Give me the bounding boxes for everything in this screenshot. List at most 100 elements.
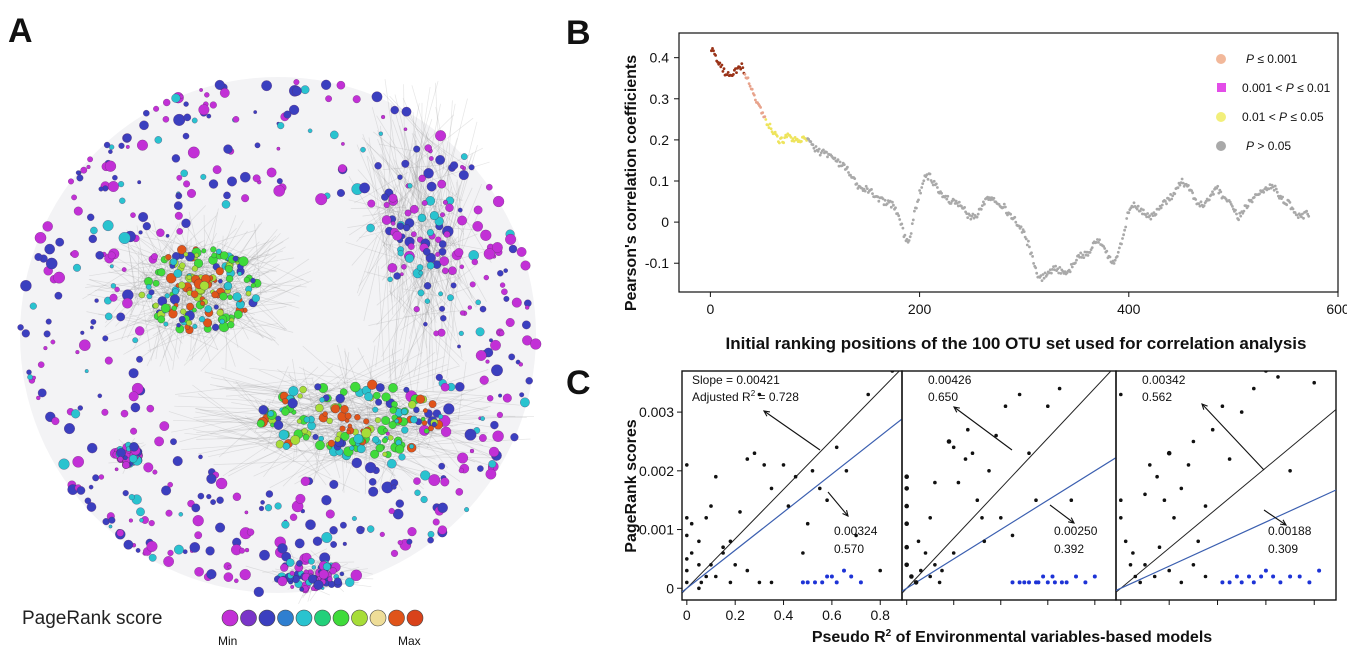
c-point-black <box>987 469 991 473</box>
network-node <box>181 218 191 228</box>
network-node <box>215 248 222 255</box>
network-node <box>440 426 452 437</box>
network-node <box>167 549 174 556</box>
network-node <box>256 419 265 428</box>
network-edge <box>111 254 194 303</box>
network-node <box>435 155 445 165</box>
c-point-blue <box>1251 580 1256 585</box>
network-node <box>315 193 328 206</box>
network-edge <box>384 387 492 397</box>
network-node <box>393 272 401 280</box>
network-edge <box>181 438 325 451</box>
b-point <box>1168 198 1171 202</box>
c-point-black <box>1203 574 1208 579</box>
c-point-black <box>1057 386 1062 391</box>
network-node <box>371 91 383 103</box>
network-node <box>423 248 431 256</box>
network-edge <box>258 443 360 493</box>
b-point <box>791 137 795 141</box>
b-legend-swatch <box>1216 141 1226 151</box>
network-node <box>204 92 210 98</box>
network-node <box>275 440 285 449</box>
b-point <box>1250 200 1254 204</box>
network-node <box>327 439 336 447</box>
b-point <box>982 200 985 204</box>
c-annotation-arrowhead <box>842 510 849 517</box>
network-edge <box>293 449 295 462</box>
network-edge <box>218 242 309 283</box>
b-point <box>813 149 817 153</box>
network-node <box>491 364 503 377</box>
network-node <box>123 133 132 142</box>
b-point <box>928 172 932 176</box>
legend-min-label: Min <box>218 634 237 648</box>
network-edge <box>426 422 436 449</box>
network-node <box>112 174 118 181</box>
network-node <box>518 362 523 367</box>
b-point <box>1132 201 1136 205</box>
network-node <box>139 517 144 523</box>
c-point-black <box>904 544 909 550</box>
network-edge <box>331 427 479 459</box>
network-node <box>51 417 60 426</box>
c-point-black <box>1128 563 1133 567</box>
c-point-blue <box>1239 580 1244 585</box>
network-node <box>428 156 434 161</box>
network-edge <box>129 313 166 330</box>
network-node <box>288 386 299 397</box>
network-node <box>216 309 224 317</box>
b-point <box>888 199 892 203</box>
b-point <box>965 212 969 216</box>
network-node <box>118 142 125 149</box>
network-node <box>213 304 219 310</box>
network-edge <box>389 95 440 151</box>
network-node <box>36 395 41 401</box>
network-edge <box>350 382 484 447</box>
network-node <box>395 444 405 454</box>
c-point-black <box>1119 392 1123 397</box>
c-point-blue <box>1220 580 1225 585</box>
network-edge <box>162 289 189 358</box>
network-node <box>522 320 531 330</box>
network-edge <box>87 293 151 308</box>
network-edge <box>414 237 419 263</box>
network-node <box>416 264 424 271</box>
b-point <box>1159 206 1163 210</box>
b-point <box>1053 268 1056 272</box>
network-node <box>211 291 219 299</box>
network-node <box>322 562 331 571</box>
network-legend: PageRank score Min Max <box>22 608 424 648</box>
c-point-black <box>1152 574 1157 579</box>
b-point <box>761 111 765 114</box>
c-point-black <box>928 574 932 579</box>
network-node <box>90 226 98 235</box>
b-point <box>1275 190 1279 194</box>
c-point-black <box>1191 439 1196 444</box>
network-node <box>302 434 310 441</box>
network-node <box>437 502 448 513</box>
network-node <box>440 212 445 218</box>
network-node <box>510 433 519 442</box>
c-point-black <box>697 563 701 567</box>
network-edge <box>311 352 423 414</box>
network-edge <box>384 178 391 384</box>
network-edge <box>231 402 327 419</box>
network-node <box>289 513 298 521</box>
network-edge <box>417 103 456 304</box>
c-point-blue <box>805 580 810 585</box>
network-node <box>346 429 351 435</box>
network-edge <box>256 419 382 433</box>
c-point-blue <box>829 574 834 579</box>
c-ytick-label: 0 <box>666 580 674 596</box>
b-point <box>966 216 970 220</box>
c-point-blue <box>1074 574 1078 579</box>
b-point <box>790 139 794 143</box>
network-edge <box>142 301 151 353</box>
network-edge <box>414 296 435 312</box>
c-point-black <box>963 457 968 461</box>
network-edge <box>173 292 288 330</box>
network-node <box>431 421 437 427</box>
b-point <box>1032 262 1035 265</box>
c-point-black <box>1191 563 1196 567</box>
b-point <box>950 199 954 203</box>
